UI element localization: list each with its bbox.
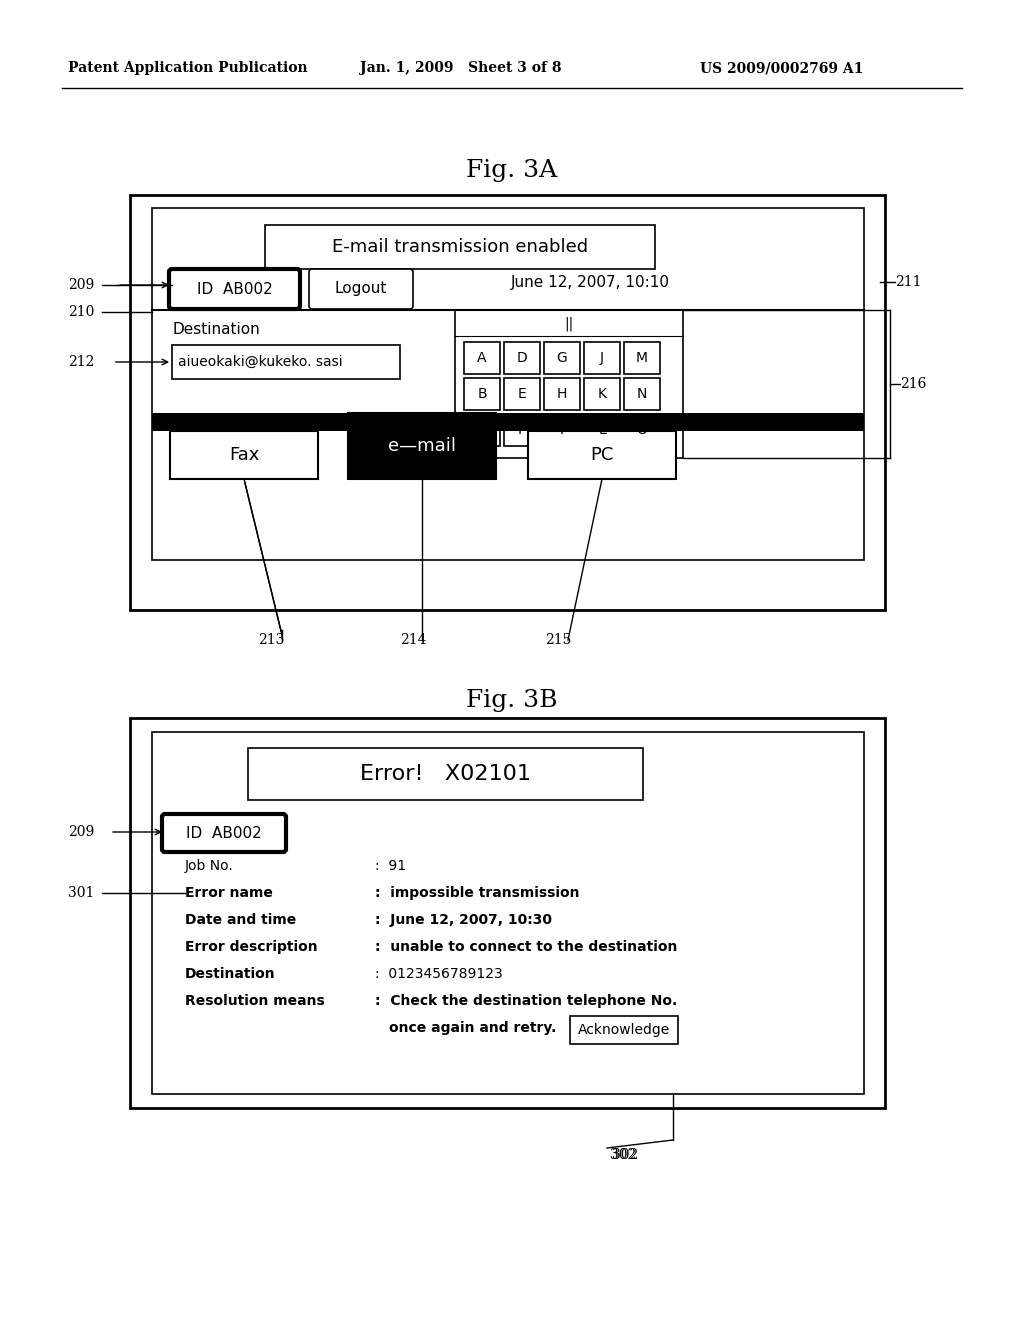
Text: :  0123456789123: : 0123456789123 — [375, 968, 503, 981]
Text: 209: 209 — [68, 279, 94, 292]
FancyBboxPatch shape — [309, 269, 413, 309]
Text: :  91: : 91 — [375, 859, 407, 873]
Bar — [152, 733, 864, 1094]
Text: Error description: Error description — [185, 940, 317, 954]
Text: :  unable to connect to the destination: : unable to connect to the destination — [375, 940, 677, 954]
Text: e—mail: e—mail — [388, 437, 456, 455]
Text: 211: 211 — [895, 275, 922, 289]
Bar — [504, 378, 540, 411]
Bar — [504, 414, 540, 446]
Text: 302: 302 — [612, 1148, 638, 1162]
Bar — [584, 378, 620, 411]
Text: Fig. 3B: Fig. 3B — [466, 689, 558, 711]
Text: June 12, 2007, 10:10: June 12, 2007, 10:10 — [511, 275, 670, 289]
Text: aiueokaki@kukeko. sasi: aiueokaki@kukeko. sasi — [178, 355, 343, 370]
Text: 210: 210 — [68, 305, 94, 319]
Text: Date and time: Date and time — [185, 913, 296, 927]
Bar — [348, 413, 496, 479]
Bar — [528, 432, 676, 479]
Text: Destination: Destination — [185, 968, 275, 981]
FancyBboxPatch shape — [162, 814, 286, 851]
Text: F: F — [518, 422, 526, 437]
Bar — [455, 310, 683, 458]
Text: once again and retry.: once again and retry. — [389, 1020, 556, 1035]
Text: 213: 213 — [258, 634, 285, 647]
Text: US 2009/0002769 A1: US 2009/0002769 A1 — [700, 61, 863, 75]
Text: C: C — [477, 422, 486, 437]
Bar — [584, 342, 620, 374]
Bar — [584, 414, 620, 446]
Bar — [570, 1016, 678, 1044]
FancyBboxPatch shape — [169, 269, 300, 309]
Text: :  impossible transmission: : impossible transmission — [375, 886, 580, 900]
Text: L: L — [598, 422, 606, 437]
Text: Fax: Fax — [228, 446, 259, 465]
Text: K: K — [597, 387, 606, 401]
Text: 209: 209 — [68, 825, 94, 840]
Text: 215: 215 — [545, 634, 571, 647]
Text: N: N — [637, 387, 647, 401]
Text: Resolution means: Resolution means — [185, 994, 325, 1008]
Text: Patent Application Publication: Patent Application Publication — [68, 61, 307, 75]
Bar — [170, 432, 318, 479]
Text: E-mail transmission enabled: E-mail transmission enabled — [332, 238, 588, 256]
Bar — [152, 209, 864, 560]
Text: H: H — [557, 387, 567, 401]
Text: A: A — [477, 351, 486, 366]
Bar — [130, 195, 885, 610]
Text: :  June 12, 2007, 10:30: : June 12, 2007, 10:30 — [375, 913, 552, 927]
Text: Fig. 3A: Fig. 3A — [466, 158, 558, 181]
Text: G: G — [557, 351, 567, 366]
Text: Error!   X02101: Error! X02101 — [360, 764, 531, 784]
Text: O: O — [637, 422, 647, 437]
Text: E: E — [517, 387, 526, 401]
Text: Destination: Destination — [172, 322, 260, 337]
Text: :  Check the destination telephone No.: : Check the destination telephone No. — [375, 994, 677, 1008]
Text: 216: 216 — [900, 378, 927, 391]
Text: Error name: Error name — [185, 886, 272, 900]
Text: I: I — [560, 422, 564, 437]
Bar — [544, 378, 580, 411]
Text: Acknowledge: Acknowledge — [578, 1023, 670, 1038]
Bar — [265, 224, 655, 269]
Bar — [152, 413, 864, 432]
Bar — [624, 414, 660, 446]
Text: ||: || — [564, 317, 573, 331]
Bar — [624, 378, 660, 411]
Bar — [544, 414, 580, 446]
Text: 302: 302 — [610, 1148, 636, 1162]
Text: J: J — [600, 351, 604, 366]
Bar — [544, 342, 580, 374]
Bar — [464, 342, 500, 374]
Bar — [624, 342, 660, 374]
Bar — [172, 345, 400, 379]
Text: ID  AB002: ID AB002 — [186, 825, 262, 841]
Bar — [248, 748, 643, 800]
Text: D: D — [517, 351, 527, 366]
Text: Jan. 1, 2009   Sheet 3 of 8: Jan. 1, 2009 Sheet 3 of 8 — [360, 61, 561, 75]
Text: 301: 301 — [68, 886, 94, 900]
Text: 212: 212 — [68, 355, 94, 370]
Text: M: M — [636, 351, 648, 366]
Bar — [464, 414, 500, 446]
Text: B: B — [477, 387, 486, 401]
Text: PC: PC — [590, 446, 613, 465]
Bar — [504, 342, 540, 374]
Text: Job No.: Job No. — [185, 859, 233, 873]
Bar — [130, 718, 885, 1107]
Text: Logout: Logout — [335, 281, 387, 297]
Bar — [464, 378, 500, 411]
Text: 214: 214 — [400, 634, 427, 647]
Text: ID  AB002: ID AB002 — [197, 281, 272, 297]
